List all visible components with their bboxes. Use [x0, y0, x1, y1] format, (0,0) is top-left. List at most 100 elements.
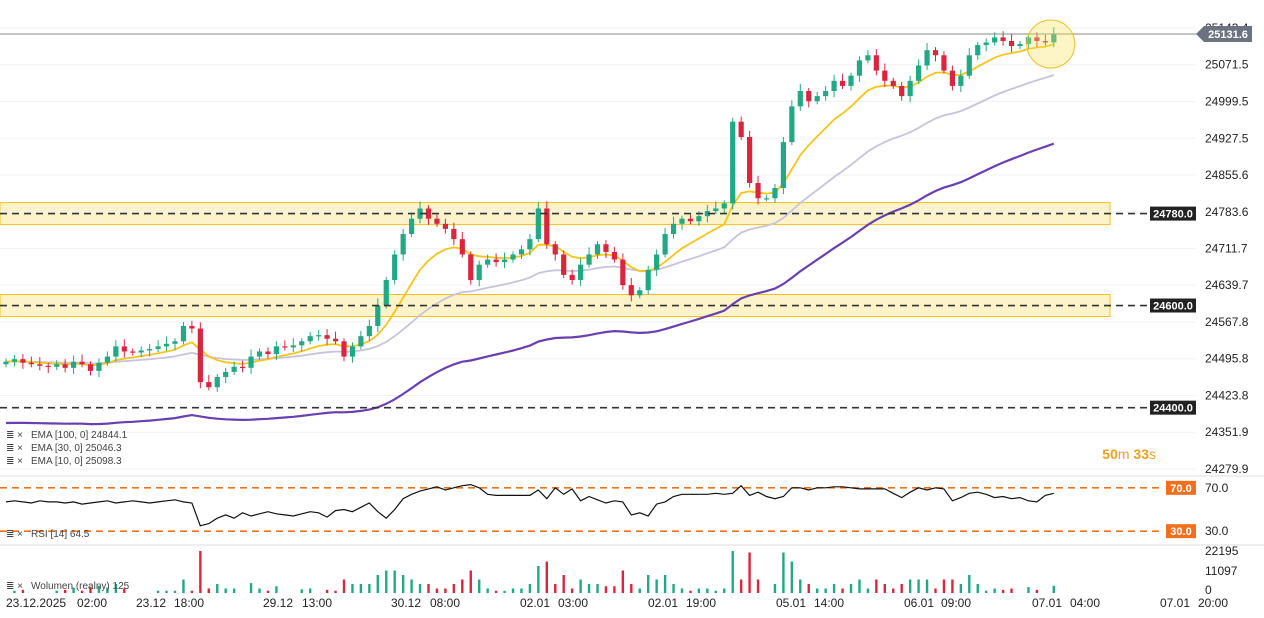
- candle-body: [79, 361, 85, 365]
- volume-bar: [435, 588, 439, 593]
- candle-body: [949, 70, 955, 86]
- candle: [248, 349, 254, 374]
- rsi-axis-label: 30.0: [1205, 524, 1229, 538]
- volume-bar: [478, 579, 481, 593]
- candle-body: [780, 142, 786, 189]
- candle: [1000, 31, 1006, 46]
- candle-body: [28, 362, 34, 365]
- candle-body: [223, 371, 229, 378]
- candle: [155, 340, 161, 352]
- candle: [594, 241, 601, 260]
- volume-bar: [807, 584, 810, 593]
- candle-body: [104, 356, 110, 363]
- candle-body: [797, 91, 803, 107]
- volume-bar: [714, 590, 717, 593]
- price-tick-label: 24351.9: [1205, 425, 1249, 439]
- candle-body: [45, 365, 51, 367]
- candle: [425, 205, 432, 225]
- volume-bar: [55, 590, 58, 593]
- candle: [172, 338, 178, 350]
- candle: [1017, 40, 1023, 50]
- price-tick-label: 24999.5: [1205, 94, 1249, 108]
- candle-body: [341, 341, 347, 357]
- time-axis-label: 20:00: [1198, 596, 1228, 610]
- volume-bar: [968, 575, 971, 593]
- volume-bar: [275, 586, 278, 593]
- candle-body: [11, 359, 18, 362]
- candle: [916, 59, 922, 84]
- candle: [485, 254, 491, 268]
- price-tick-label: 24711.7: [1205, 241, 1248, 255]
- volume-bar: [520, 588, 523, 593]
- candlesticks[interactable]: [3, 27, 1057, 392]
- volume-bar: [1027, 587, 1030, 593]
- time-axis-label: 29.12: [263, 596, 293, 610]
- level-tag-label: 24400.0: [1153, 403, 1193, 415]
- candle-body: [383, 279, 389, 306]
- candle-body: [282, 346, 288, 348]
- volume-bar: [587, 584, 591, 593]
- time-axis-label: 09:00: [941, 596, 971, 610]
- volume-bar: [858, 579, 861, 593]
- volume-bar: [249, 583, 253, 593]
- candle: [400, 228, 406, 261]
- candle: [865, 50, 871, 64]
- candle-body: [772, 188, 778, 199]
- candle: [366, 319, 372, 341]
- volume-bar: [756, 579, 760, 593]
- candle-body: [113, 346, 119, 357]
- candle: [527, 234, 533, 256]
- level-tag-label: 24600.0: [1153, 301, 1193, 313]
- price-tick-label: 24423.8: [1205, 389, 1249, 403]
- volume-bar: [604, 586, 608, 593]
- candle-body: [941, 55, 947, 71]
- volume-bar: [97, 585, 101, 593]
- price-tick-label: 24495.8: [1205, 352, 1249, 366]
- candle-body: [189, 325, 195, 329]
- candle: [907, 75, 913, 103]
- volume-bar: [266, 590, 270, 593]
- volume-axis-label: 11097: [1205, 564, 1238, 578]
- candle-body: [1042, 40, 1048, 43]
- candle: [20, 354, 26, 369]
- candle-body: [983, 42, 989, 46]
- candle: [755, 175, 761, 205]
- candle-body: [848, 75, 854, 86]
- volume-bar: [647, 575, 650, 593]
- volume-bar: [13, 590, 16, 593]
- candle-body: [138, 350, 144, 353]
- volume-bar: [723, 588, 726, 593]
- candle-body: [696, 216, 702, 222]
- candle: [79, 354, 85, 368]
- candle: [983, 38, 989, 52]
- candle: [899, 81, 905, 101]
- candle-body: [87, 364, 94, 371]
- candle: [814, 92, 820, 105]
- volume-bar: [89, 587, 92, 593]
- candle: [823, 85, 829, 101]
- candle-body: [451, 228, 457, 240]
- volume-bar: [773, 584, 777, 593]
- candle-body: [155, 346, 161, 349]
- candle: [586, 247, 592, 268]
- candle: [358, 331, 364, 350]
- legend-menu-icon: ≣ ×: [6, 443, 23, 454]
- candle: [189, 320, 195, 334]
- candle-body: [738, 121, 744, 137]
- volume-bar: [1052, 585, 1055, 593]
- candle-body: [620, 259, 626, 286]
- candle: [966, 48, 972, 79]
- timer-seconds: 33: [1133, 446, 1149, 462]
- volume-bar: [697, 588, 701, 593]
- legend-menu-icon: ≣ ×: [6, 456, 23, 467]
- volume-bar: [799, 579, 802, 593]
- volume-bar: [908, 579, 912, 593]
- candle-body: [96, 362, 102, 371]
- volume-bar: [892, 588, 895, 593]
- candle: [147, 343, 153, 357]
- price-grid: [0, 27, 1195, 470]
- candle: [797, 83, 803, 111]
- candle-body: [147, 348, 153, 351]
- candle: [113, 340, 119, 362]
